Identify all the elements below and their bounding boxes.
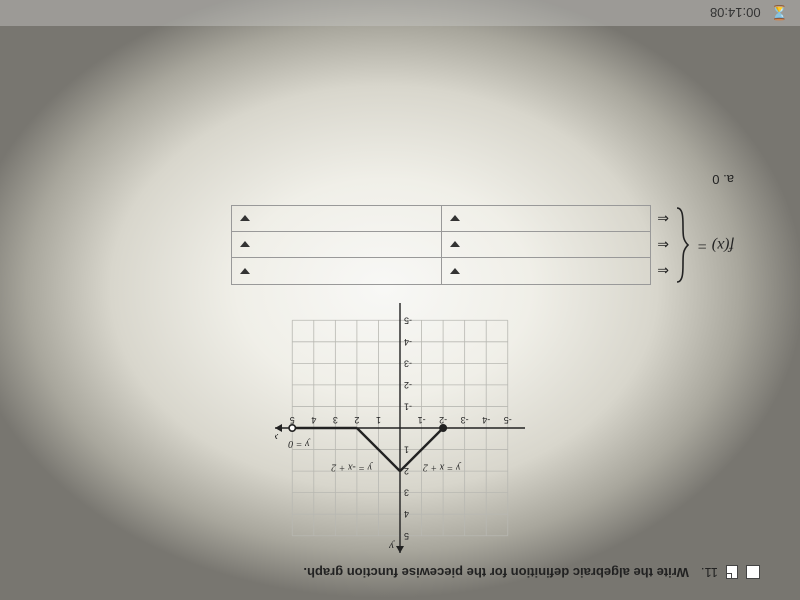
svg-text:-2: -2 [404,380,412,390]
svg-text:3: 3 [404,488,409,498]
svg-text:5: 5 [404,531,409,541]
svg-text:-3: -3 [461,415,469,425]
timer-elapsed: 00:14:08 [710,6,761,21]
arrow-icon: ⇐ [657,238,669,252]
function-definition-row: f(x) = ⇐ ⇐ ⇐ [40,205,734,285]
answer-dropdown-table [231,205,651,285]
svg-text:y = x + 2: y = x + 2 [423,462,461,473]
option-label: a. [723,172,734,187]
svg-text:4: 4 [311,415,316,425]
question-header: 11. Write the algebraic definition for t… [40,565,760,580]
chevron-down-icon [240,242,250,248]
left-brace-icon [673,206,691,284]
question-title: Write the algebraic definition for the p… [303,565,688,580]
hourglass-icon: ⌛ [771,5,788,22]
page-icon [726,566,738,580]
chevron-down-icon [450,242,460,248]
dropdown-piece-1-domain[interactable] [232,258,442,284]
svg-text:-5: -5 [404,315,412,325]
svg-text:4: 4 [404,509,409,519]
answer-option-a: a. 0 [40,172,734,187]
svg-text:-4: -4 [482,415,490,425]
table-row [232,232,650,258]
svg-text:y: y [389,540,395,552]
table-row [232,206,650,232]
piecewise-graph: -5-5-4-4-3-3-2-2-1-11122334455xyy = x + … [275,303,525,553]
question-checkbox[interactable] [746,566,760,580]
arrow-icon: ⇐ [657,212,669,226]
svg-text:x: x [275,431,279,443]
dropdown-piece-2-expr[interactable] [442,232,651,257]
option-value: 0 [712,172,719,187]
svg-text:-3: -3 [404,358,412,368]
chevron-down-icon [450,216,460,222]
dropdown-piece-2-domain[interactable] [232,232,442,257]
svg-text:1: 1 [404,445,409,455]
arrow-icon: ⇐ [657,264,669,278]
table-row [232,258,650,284]
dropdown-piece-3-expr[interactable] [442,206,651,231]
svg-text:-2: -2 [439,415,447,425]
svg-text:y = -x + 2: y = -x + 2 [331,462,373,473]
svg-text:1: 1 [376,415,381,425]
svg-text:2: 2 [354,415,359,425]
brace-arrows: ⇐ ⇐ ⇐ [657,206,669,284]
graph-container: -5-5-4-4-3-3-2-2-1-11122334455xyy = x + … [275,303,525,553]
svg-text:-5: -5 [504,415,512,425]
question-number: 11. [701,565,718,580]
svg-text:-4: -4 [404,337,412,347]
svg-text:3: 3 [333,415,338,425]
chevron-down-icon [240,268,250,274]
dropdown-piece-1-expr[interactable] [442,258,651,284]
svg-text:-1: -1 [404,401,412,411]
chevron-down-icon [450,268,460,274]
svg-text:5: 5 [290,415,295,425]
svg-text:y = 0: y = 0 [288,438,310,449]
dropdown-piece-3-domain[interactable] [232,206,442,231]
timer-bar: ⌛ 00:14:08 [0,0,800,26]
function-lhs: f(x) = [697,236,734,254]
svg-text:-1: -1 [418,415,426,425]
chevron-down-icon [240,216,250,222]
